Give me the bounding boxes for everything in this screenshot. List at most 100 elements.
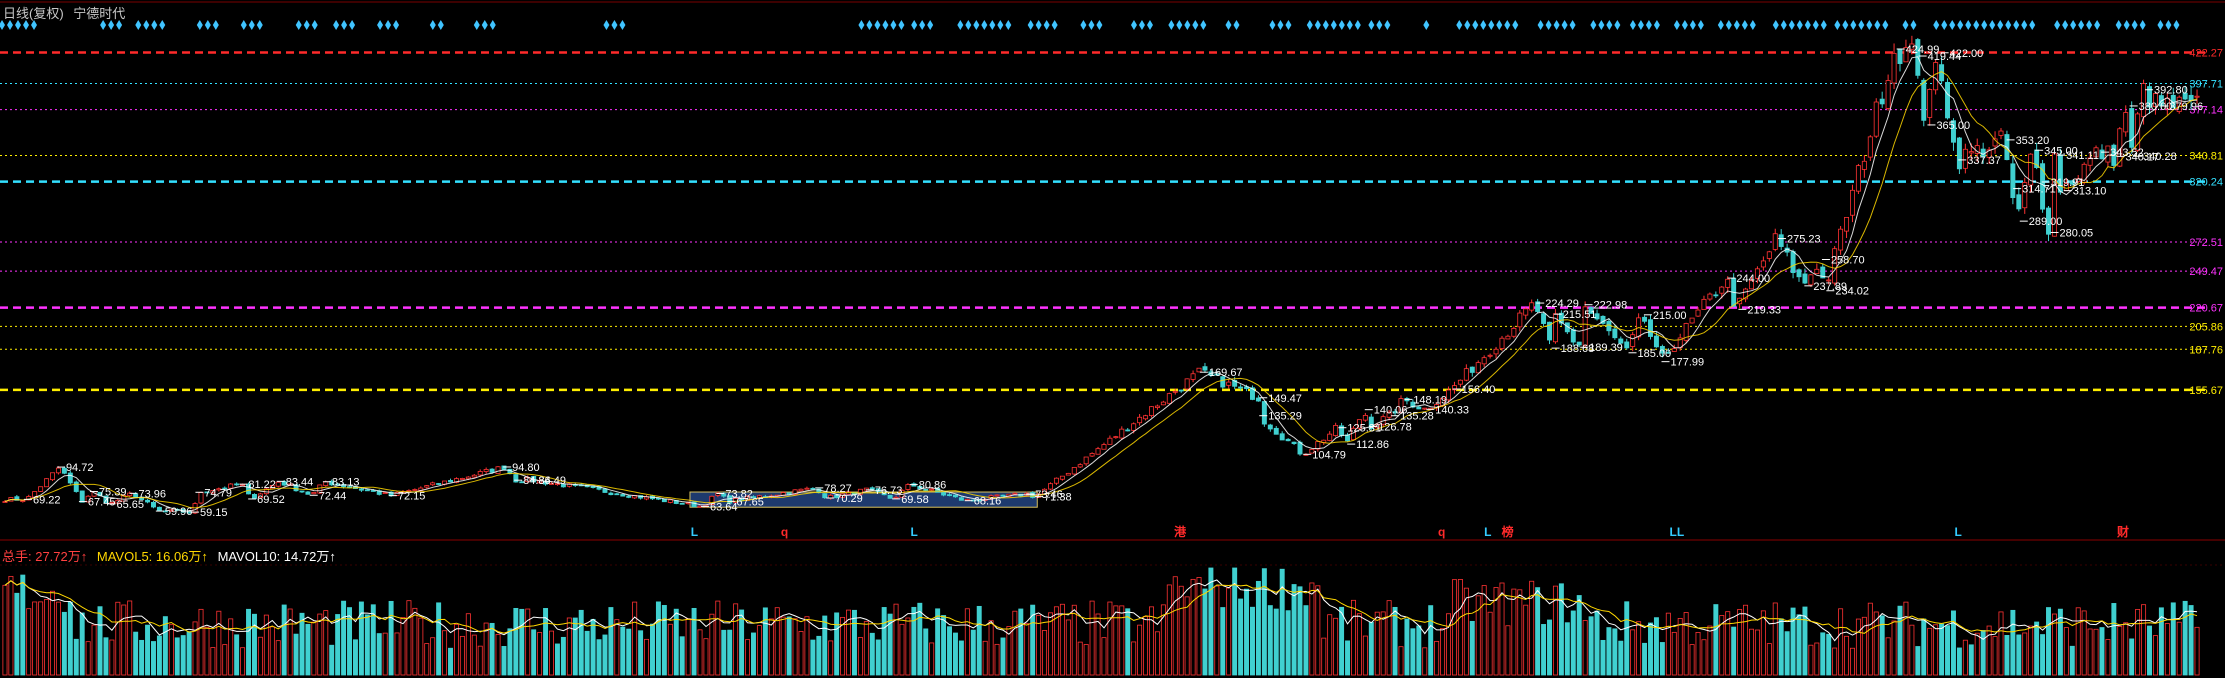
volume-bar [1790,607,1796,676]
signal-diamond [303,20,310,30]
signal-diamond [212,20,219,30]
volume-bar [1701,639,1707,676]
candle-body [1683,323,1689,341]
signal-diamond [1277,20,1284,30]
volume-bar [1879,615,1885,676]
candle-body [1505,335,1511,340]
price-annotation: 258.70 [1831,254,1865,266]
volume-bar [364,614,370,676]
candle-body [234,483,240,486]
volume-bar [1838,608,1844,676]
candle-body [317,484,323,494]
volume-bar [952,632,958,676]
candle-body [1481,357,1487,365]
volume-bar [1945,625,1951,676]
volume-bar [1368,621,1374,676]
event-marker: L [691,525,698,539]
volume-bar [543,608,549,676]
volume-bar [893,603,899,676]
period-label[interactable]: 日线(复权) [3,6,64,21]
price-annotation: 104.79 [1312,449,1346,461]
candle-body [121,495,127,502]
candle-body [1891,52,1897,84]
candle-body [1558,312,1564,324]
candle-body [1903,47,1909,63]
signal-diamond [957,20,964,30]
candle-body [1196,367,1202,373]
signal-diamond [2094,20,2101,30]
signal-diamond [1225,20,1232,30]
candle-body [513,474,519,483]
volume-bar [329,644,335,676]
signal-diamond [31,20,37,30]
volume-bar [566,617,572,676]
price-annotation: 189.39 [1589,342,1623,354]
candle-body [1333,425,1339,436]
signal-diamond [1504,20,1511,30]
volume-bar [905,617,911,676]
volume-bar [1855,618,1861,676]
candle-body [905,484,911,490]
signal-diamond [1233,20,1240,30]
candle-body [1701,298,1707,310]
candle-body [1618,338,1624,344]
candle-body [1107,437,1113,445]
signal-diamond [151,20,158,30]
candle-body [2069,180,2075,185]
signal-diamond [240,20,247,30]
volume-bar [26,608,32,676]
signal-diamond [0,20,5,30]
volume-bar [156,635,162,676]
volume-bar [1731,626,1737,676]
volume-bar [287,608,293,676]
volume-bar [1772,602,1778,676]
volume-bar [1410,628,1416,676]
candle-body [436,483,442,485]
volume-bar [869,632,875,676]
candle-body [1719,286,1725,294]
candle-body [1232,380,1238,387]
signal-diamond [1590,20,1597,30]
volume-bar [1541,624,1547,676]
price-annotation: 219.33 [1747,304,1781,316]
candle-body [1998,130,2004,136]
volume-bar [121,604,127,676]
volume-bar [2075,607,2081,676]
candle-body [2051,153,2057,237]
signal-diamond [997,20,1004,30]
candle-body [549,482,554,485]
candle-body [2087,157,2093,166]
candle-body [335,483,341,486]
signal-diamond [1314,20,1321,30]
signal-diamond [1741,20,1748,30]
volume-bar [1743,604,1749,676]
candle-body [1921,79,1927,121]
volume-bar [1089,600,1095,676]
signal-diamond [1480,20,1487,30]
price-annotation: 69.22 [33,494,61,506]
volume-bar [216,610,222,676]
candle-body [1309,449,1315,454]
price-annotation: 84.36 [523,475,551,487]
candle-body [1523,308,1529,316]
volume-bar [1255,580,1261,676]
event-marker: LL [1670,525,1685,539]
volume-bar [1339,606,1345,676]
candle-body [1909,43,1915,50]
volume-bar [602,634,608,676]
volume-bar [1440,628,1446,676]
volume-bar [2087,628,2093,676]
candle-body [1606,321,1612,332]
volume-bar [376,633,382,676]
volume-bar [1469,620,1475,676]
candle-body [1962,148,1968,169]
volume-bar [685,618,691,676]
volume-bar [756,625,762,676]
candle-body [1849,189,1855,216]
volume-bar [1749,628,1754,676]
volume-bar [97,606,103,676]
signal-diamond [1653,20,1660,30]
price-annotation: 237.89 [1813,281,1847,293]
candle-body [893,496,899,499]
